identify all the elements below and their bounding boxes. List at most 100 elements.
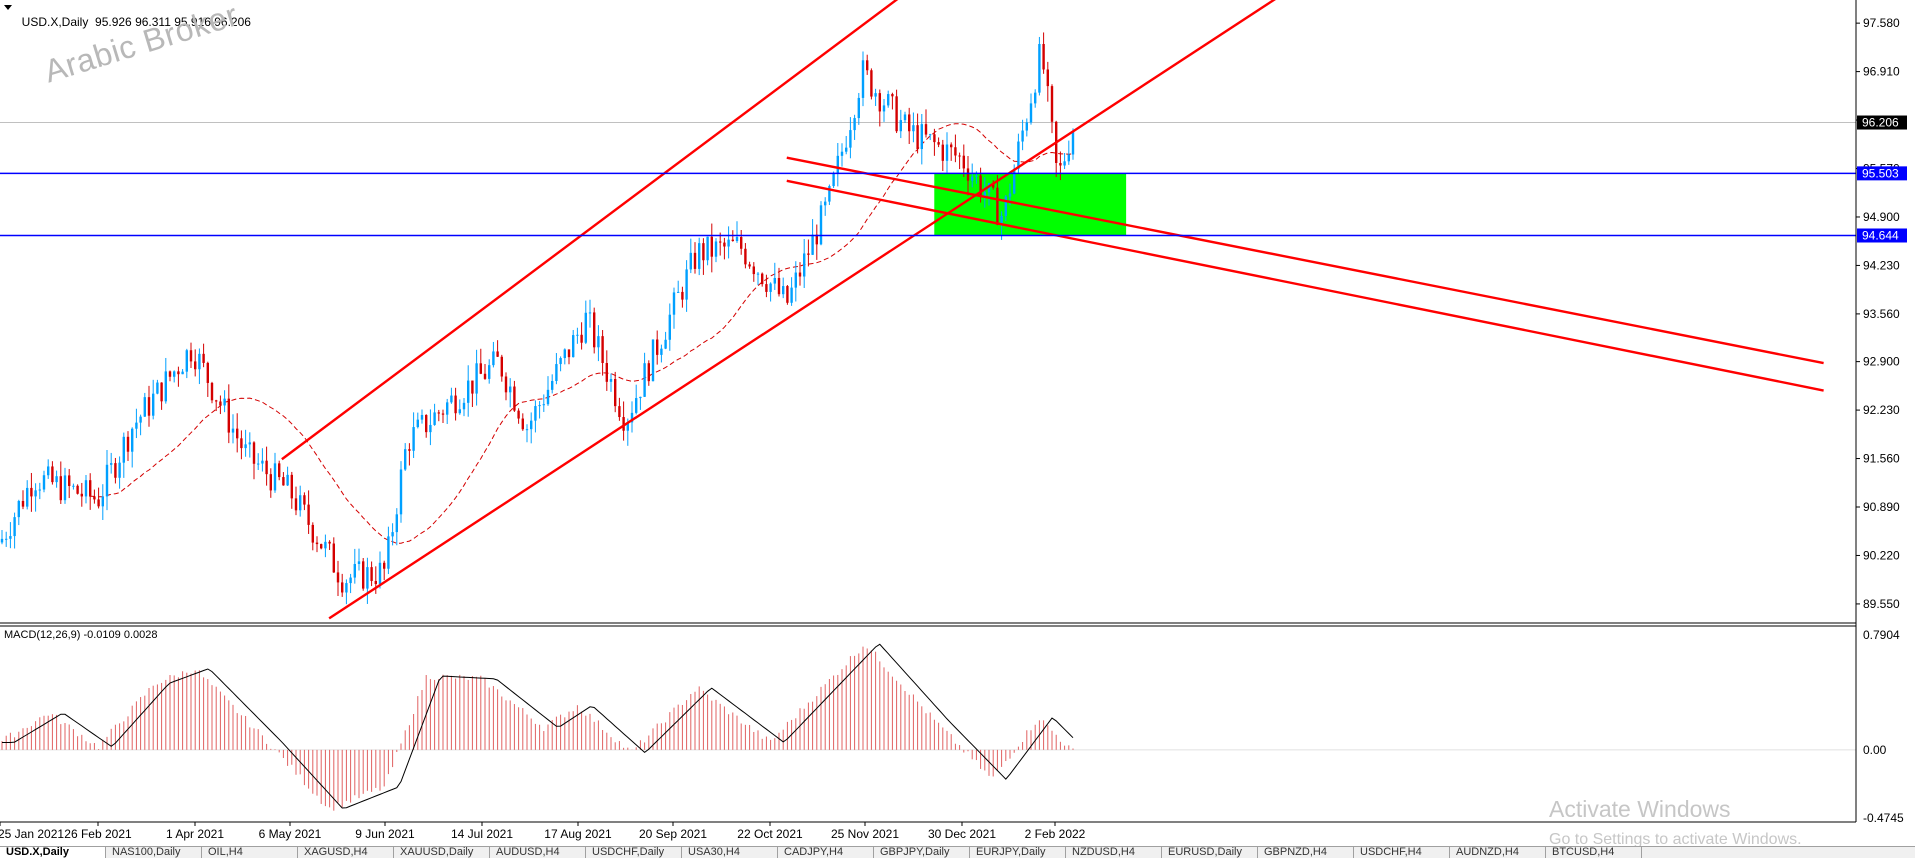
candle [941,139,944,172]
chart-tab[interactable]: XAGUSD,H4 [298,847,394,858]
chart-tab[interactable]: EURUSD,Daily [1162,847,1258,858]
candle-body [1004,196,1007,216]
candle [693,242,697,274]
candle [551,374,554,394]
candle-body [244,444,247,449]
candle [794,261,797,302]
channel-lower-line[interactable] [328,0,1279,620]
candle-body [387,536,390,569]
chart-tab[interactable]: CADJPY,H4 [778,847,874,858]
candle-body [135,422,138,429]
candle [605,350,608,391]
candle-body [635,398,638,413]
candle-body [89,480,92,497]
chart-tab[interactable]: GBPNZD,H4 [1258,847,1354,858]
candle [668,303,671,351]
chart-tab[interactable]: USA30,H4 [682,847,778,858]
candle [912,112,915,143]
candle-body [895,96,898,132]
chart-tab[interactable]: EURJPY,Daily [970,847,1066,858]
candle-body [546,389,550,405]
candle-body [975,175,978,177]
candle [483,363,487,380]
candle [866,54,869,75]
candle-body [903,114,907,121]
chart-tab[interactable]: AUDNZD,H4 [1450,847,1546,858]
candle [719,232,722,256]
candle-body [752,266,755,275]
support-zone[interactable] [934,173,1127,236]
candle-body [462,402,466,410]
candle-body [483,373,487,379]
current-price-label: 96.206 [1862,116,1899,130]
candle [63,467,67,504]
chart-tab[interactable]: NZDUSD,H4 [1066,847,1162,858]
candle-body [336,572,340,583]
chart-tab[interactable]: USDCHF,H4 [1354,847,1450,858]
candle [370,561,373,587]
candle-body [55,476,58,483]
candle [429,409,432,446]
chart-tab[interactable]: USD.X,Daily [0,847,106,858]
candle-body [278,463,281,478]
candle [593,307,596,354]
candle [353,548,356,584]
candle [819,201,823,246]
candle-body [849,130,852,148]
candle [635,384,638,415]
candle [181,369,184,375]
candle [504,372,508,401]
candle-body [126,436,130,452]
candle [42,470,46,493]
candle-body [555,364,558,381]
chart-tab[interactable]: AUDUSD,H4 [490,847,586,858]
candle [290,471,293,509]
candle [609,373,613,392]
ohlc-values: 95.926 96.311 95.916 96.206 [95,15,251,29]
candle-body [252,442,256,464]
candle-body [475,363,478,394]
candle-body [240,438,243,449]
candle-body [0,538,4,543]
collapse-icon[interactable] [4,5,12,10]
candle [202,343,205,368]
chart-tab[interactable]: OIL,H4 [202,847,298,858]
candle [622,401,625,441]
candle-body [874,93,877,97]
candle [97,487,100,509]
candle-body [1059,162,1062,166]
candle [395,508,398,546]
candle-body [929,134,932,136]
channel-upper-line[interactable] [281,0,901,461]
candle-body [303,495,306,505]
candle-body [639,396,642,399]
candle [580,322,583,350]
candle-body [908,114,911,132]
candle-body [912,125,915,132]
macd-tick-label: 0.00 [1863,743,1887,757]
candle-body [672,292,676,315]
candle-body [693,252,697,269]
chart-tab[interactable]: NAS100,Daily [106,847,202,858]
chart-tab[interactable]: XAUUSD,Daily [394,847,490,858]
candle-body [210,382,214,401]
candle-body [563,349,566,359]
chart-tab[interactable]: USDCHF,Daily [586,847,682,858]
candle [740,229,743,255]
candle [500,354,503,382]
candle [1071,128,1075,160]
candle [790,277,793,306]
candle-body [567,349,571,358]
candle [509,378,512,408]
candle [105,450,109,511]
chart-tab[interactable]: BTCUSD,H4 [1546,847,1642,858]
candle [168,370,172,382]
candle-body [1025,122,1028,131]
descending-line-upper[interactable] [786,156,1824,365]
descending-line-lower[interactable] [786,179,1824,392]
candle [1067,140,1070,165]
chart-tab[interactable]: GBPJPY,Daily [874,847,970,858]
candle-body [173,371,176,377]
candle-body [773,277,776,284]
